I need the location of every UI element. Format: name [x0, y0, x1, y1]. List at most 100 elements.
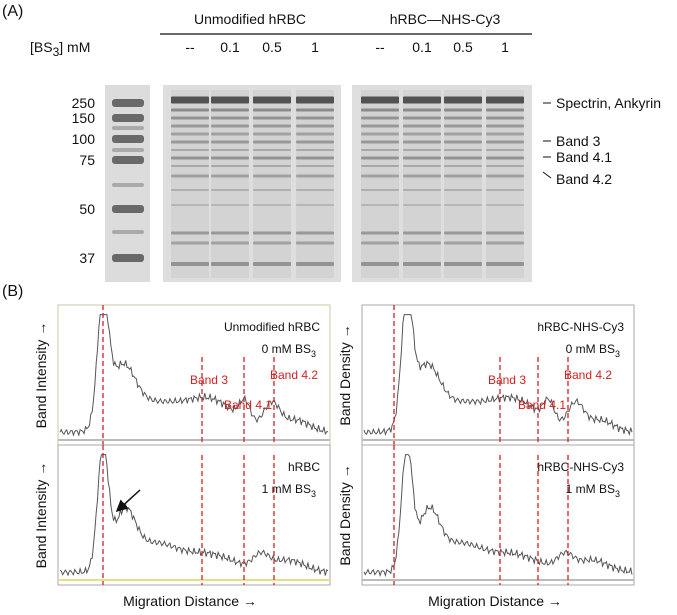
gel-band — [361, 132, 399, 136]
gel-band — [444, 149, 482, 151]
gel-band — [486, 149, 524, 151]
gel-band — [486, 174, 524, 178]
gel-band — [211, 204, 249, 206]
lane — [296, 90, 334, 278]
gel-band — [211, 108, 249, 112]
gel-band — [486, 116, 524, 120]
lane — [486, 90, 524, 278]
gel-band — [253, 241, 291, 245]
gel-band — [171, 124, 209, 128]
lane — [211, 90, 249, 278]
gel-band — [403, 262, 441, 266]
gel-band — [444, 174, 482, 178]
gel-band — [361, 241, 399, 245]
x-label: Migration Distance → — [428, 593, 562, 609]
lane-label: 1 — [501, 39, 509, 55]
marker-label: 37 — [79, 250, 95, 266]
y-label: Band Intensity → — [33, 462, 49, 569]
ladder-band — [112, 99, 144, 107]
gel-band — [296, 108, 334, 112]
gel-band — [361, 174, 399, 178]
lane — [171, 90, 209, 278]
group-label: Unmodified hRBC — [194, 11, 306, 27]
gel-band — [403, 241, 441, 245]
ladder-band — [112, 114, 144, 122]
band-name: Band 4.1 — [518, 398, 566, 412]
group-label: hRBC—NHS-Cy3 — [390, 11, 501, 27]
condition-sub: 3 — [311, 349, 316, 359]
bs3-label: [BS3] mM — [30, 39, 90, 59]
plot-title: hRBC-NHS-Cy3 — [537, 320, 624, 334]
gel-band — [444, 96, 482, 104]
gel-band — [486, 262, 524, 266]
gel-band — [486, 132, 524, 136]
gel-band — [171, 189, 209, 191]
gel-band — [296, 165, 334, 167]
gel-band — [361, 156, 399, 160]
gel-band — [171, 174, 209, 178]
gel-band — [171, 108, 209, 112]
gel-band — [444, 108, 482, 112]
gel-band — [253, 132, 291, 136]
gel-band — [296, 132, 334, 136]
gel-band — [403, 204, 441, 206]
band-label: Band 4.1 — [556, 149, 612, 165]
gel-band — [253, 262, 291, 266]
gel-band — [211, 140, 249, 144]
gel-band — [486, 140, 524, 144]
gel-band — [444, 241, 482, 245]
gel-band — [486, 231, 524, 235]
panel-label: (A) — [2, 3, 23, 20]
condition-sub: 3 — [615, 349, 620, 359]
lane-label: -- — [185, 39, 195, 55]
gel-band — [486, 189, 524, 191]
gel-band — [444, 156, 482, 160]
gel-band — [211, 165, 249, 167]
gel-band — [361, 189, 399, 191]
gel-band — [486, 241, 524, 245]
gel-band — [253, 231, 291, 235]
gel-band — [403, 116, 441, 120]
gel-band — [444, 204, 482, 206]
plot-title: hRBC-NHS-Cy3 — [537, 460, 624, 474]
gel-band — [403, 156, 441, 160]
ladder-band — [112, 156, 144, 164]
band-label: Band 4.2 — [556, 171, 612, 187]
gel-band — [253, 140, 291, 144]
gel-band — [403, 132, 441, 136]
gel-band — [296, 189, 334, 191]
gel-band — [486, 165, 524, 167]
lane-label: 0.1 — [220, 39, 240, 55]
lane-label: 0.1 — [412, 39, 432, 55]
plot-frame — [57, 444, 331, 586]
plot-condition: 0 mM BS3 — [566, 342, 620, 359]
condition-text: 0 mM BS — [566, 342, 615, 356]
marker-label: 50 — [79, 201, 95, 217]
gel-band — [171, 140, 209, 144]
ladder-band — [112, 148, 144, 152]
gel-band — [171, 96, 209, 104]
gel-band — [253, 149, 291, 151]
marker-label: 150 — [72, 110, 96, 126]
band-name: Band 4.2 — [270, 368, 318, 382]
gel-band — [296, 96, 334, 104]
gel-band — [486, 124, 524, 128]
gel-band — [211, 124, 249, 128]
gel-band — [444, 124, 482, 128]
gel-band — [296, 241, 334, 245]
gel-band — [403, 149, 441, 151]
gel-band — [486, 204, 524, 206]
band-label: Band 3 — [556, 133, 601, 149]
trace — [363, 314, 633, 437]
gel-band — [171, 204, 209, 206]
gel-band — [361, 140, 399, 144]
ladder-band — [112, 254, 144, 262]
gel-band — [211, 116, 249, 120]
trace — [363, 454, 633, 578]
band-label: Spectrin, Ankyrin — [556, 95, 661, 111]
lane — [361, 90, 399, 278]
gel-band — [171, 156, 209, 160]
gel-band — [211, 262, 249, 266]
band-name: Band 4.2 — [564, 368, 612, 382]
